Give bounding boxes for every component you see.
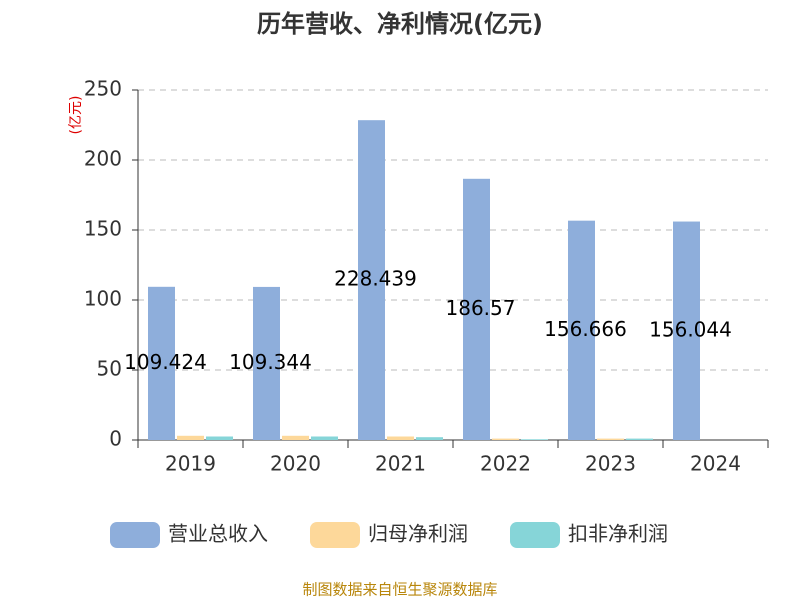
source-note: 制图数据来自恒生聚源数据库: [302, 581, 497, 599]
x-tick-label: 2019: [165, 452, 216, 476]
y-tick-label: 250: [84, 77, 122, 101]
legend-swatch: [310, 522, 360, 548]
x-tick-label: 2020: [270, 452, 321, 476]
bar: [253, 286, 280, 440]
bar: [626, 438, 653, 440]
value-label: 109.424: [124, 350, 207, 374]
bar: [148, 286, 175, 440]
bar: [521, 439, 548, 440]
value-label: 156.044: [649, 317, 732, 341]
bar: [673, 221, 700, 440]
bar: [416, 437, 443, 440]
value-label: 228.439: [334, 267, 417, 291]
x-tick-label: 2022: [480, 452, 531, 476]
legend-swatch: [110, 522, 160, 548]
value-label: 186.57: [446, 296, 516, 320]
y-tick-label: 0: [109, 427, 122, 451]
y-tick-label: 100: [84, 287, 122, 311]
bar: [177, 435, 204, 440]
x-tick-label: 2021: [375, 452, 426, 476]
bar: [568, 220, 595, 440]
bar: [282, 435, 309, 440]
legend-label: 归母净利润: [368, 522, 468, 546]
legend-swatch: [510, 522, 560, 548]
bar: [206, 436, 233, 440]
y-tick-label: 200: [84, 147, 122, 171]
y-axis-label: (亿元): [68, 96, 84, 135]
chart-title: 历年营收、净利情况(亿元): [257, 10, 543, 38]
legend-label: 扣非净利润: [568, 522, 668, 546]
y-tick-label: 50: [97, 357, 122, 381]
bar: [358, 120, 385, 441]
bar: [463, 178, 490, 440]
x-tick-label: 2023: [585, 452, 636, 476]
bar: [492, 438, 519, 440]
value-label: 156.666: [544, 317, 627, 341]
bar: [311, 436, 338, 440]
bar: [597, 438, 624, 440]
value-label: 109.344: [229, 350, 312, 374]
bar: [387, 436, 414, 440]
legend-label: 营业总收入: [168, 522, 268, 546]
x-tick-label: 2024: [690, 452, 741, 476]
y-tick-label: 150: [84, 217, 122, 241]
